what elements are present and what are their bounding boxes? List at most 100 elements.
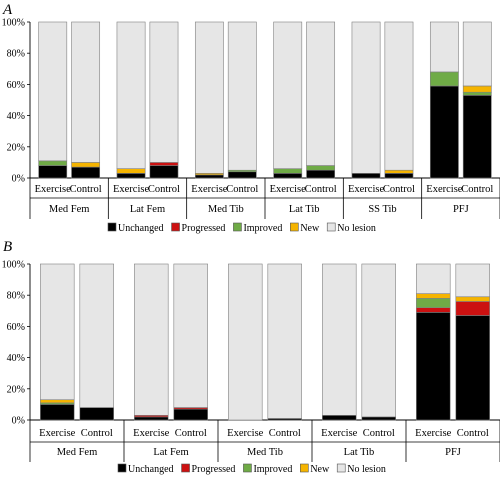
panel-a-group-label: SS Tib <box>368 204 396 215</box>
panel-a-bar-ss-tib-control-new <box>384 169 414 174</box>
panel-a-legend-swatch-improved <box>233 222 242 232</box>
panel-a-ytick-label: 100% <box>2 18 25 29</box>
panel-a-label: A <box>2 2 13 18</box>
panel-a-legend-swatch-new <box>290 222 299 232</box>
panel-a-category-label: Exercise <box>113 184 149 195</box>
panel-b-bar-med-tib-control-no-lesion <box>267 263 302 419</box>
panel-b-bar-med-fem-control-unchanged <box>79 407 114 421</box>
panel-a-bar-lat-fem-exercise-new <box>116 168 146 174</box>
panel-b-category-label: Control <box>175 428 207 439</box>
panel-a-group-label: Lat Tib <box>289 204 320 215</box>
panel-a-group-label: Med Fem <box>49 204 90 215</box>
panel-a-bar-pfj-exercise-no-lesion <box>429 21 459 73</box>
panel-a-bar-lat-tib-control-improved <box>306 165 336 171</box>
panel-b-category-label: Exercise <box>227 428 263 439</box>
panel-a-group-label: Med Tib <box>208 204 244 215</box>
panel-a-ytick-label: 40% <box>7 111 25 122</box>
panel-a-bar-lat-tib-exercise-improved <box>273 168 303 174</box>
panel-b-legend-label: No lesion <box>347 464 386 475</box>
panel-b-category-label: Control <box>81 428 113 439</box>
panel-a-bar-med-fem-exercise-unchanged <box>38 165 68 179</box>
panel-a-category-label: Control <box>226 184 258 195</box>
panel-a-category-label: Control <box>305 184 337 195</box>
panel-b-bar-lat-fem-exercise-unchanged <box>134 416 169 421</box>
panel-a-group-label: Lat Fem <box>130 204 165 215</box>
panel-b-group-label: Lat Tib <box>344 447 375 458</box>
panel-b-bar-med-tib-exercise-no-lesion <box>228 263 263 421</box>
panel-a-ytick-label: 20% <box>7 142 25 153</box>
panel-b-ytick-label: 60% <box>7 322 25 333</box>
panel-b-bar-lat-fem-control-no-lesion <box>173 263 208 408</box>
panel-b-group-label: PFJ <box>445 447 461 458</box>
panel-b-label: B <box>3 239 12 255</box>
panel-b-bar-lat-tib-control-no-lesion <box>361 263 396 418</box>
panel-b-legend-swatch-no-lesion <box>336 463 346 473</box>
panel-a-bar-lat-fem-control-no-lesion <box>149 21 179 163</box>
panel-a-bar-ss-tib-exercise-no-lesion <box>351 21 381 174</box>
panel-a-bar-med-tib-control-no-lesion <box>227 21 257 171</box>
panel-a-bar-med-fem-exercise-no-lesion <box>38 21 68 162</box>
panel-b-bar-med-fem-exercise-no-lesion <box>40 263 75 401</box>
panel-a-bar-med-tib-exercise-no-lesion <box>194 21 224 174</box>
panel-a-bar-pfj-control-no-lesion <box>462 21 492 87</box>
panel-b-bar-lat-fem-exercise-no-lesion <box>134 263 169 416</box>
panel-b-bar-pfj-exercise-new <box>416 293 451 299</box>
panel-b-bar-med-fem-exercise-new <box>40 399 75 404</box>
panel-a-bar-med-fem-control-new <box>71 162 101 168</box>
panel-a-bar-lat-tib-control-unchanged <box>306 169 336 179</box>
panel-a-bar-lat-fem-exercise-no-lesion <box>116 21 146 169</box>
panel-a-category-label: Exercise <box>348 184 384 195</box>
panel-a-legend-swatch-progressed <box>171 222 180 232</box>
panel-a-category-label: Exercise <box>270 184 306 195</box>
panel-a-bar-pfj-control-new <box>462 85 492 93</box>
panel-a-ytick-label: 60% <box>7 80 25 91</box>
panel-b-category-label: Exercise <box>321 428 357 439</box>
panel-b-category-label: Control <box>457 428 489 439</box>
panel-b-group-label: Med Tib <box>247 447 283 458</box>
panel-b-ytick-label: 80% <box>7 291 25 302</box>
panel-b-ytick-label: 20% <box>7 384 25 395</box>
panel-b-legend-label: Improved <box>253 464 292 475</box>
panel-a-bar-med-fem-control-no-lesion <box>71 21 101 163</box>
panel-a-category-label: Exercise <box>35 184 71 195</box>
panel-a-bar-lat-fem-exercise-unchanged <box>116 173 146 179</box>
panel-b-bar-lat-fem-control-unchanged <box>173 408 208 421</box>
panel-a-bar-med-tib-exercise-unchanged <box>194 174 224 179</box>
panel-a-legend-label: Improved <box>243 223 282 234</box>
panel-a-bar-med-fem-exercise-improved <box>38 160 68 166</box>
panel-b-ytick-label: 40% <box>7 353 25 364</box>
panel-a-category-label: Control <box>70 184 102 195</box>
panel-a-category-label: Exercise <box>426 184 462 195</box>
panel-b-legend-swatch-improved <box>243 463 252 473</box>
panel-b-bar-pfj-control-unchanged <box>455 315 490 421</box>
panel-b-bar-pfj-exercise-progressed <box>416 307 451 313</box>
panel-b-group-label: Lat Fem <box>153 447 188 458</box>
panel-a-ytick-label: 80% <box>7 49 25 60</box>
panel-a-bar-lat-tib-control-no-lesion <box>306 21 336 166</box>
panel-a-bar-med-tib-control-unchanged <box>227 171 257 179</box>
panel-b-category-label: Exercise <box>415 428 451 439</box>
panel-a-legend-label: No lesion <box>337 223 376 234</box>
panel-b-ytick-label: 0% <box>12 416 25 427</box>
panel-a-bar-lat-fem-control-unchanged <box>149 165 179 179</box>
panel-a-category-label: Control <box>383 184 415 195</box>
panel-b-category-label: Control <box>269 428 301 439</box>
panel-a-bar-lat-tib-exercise-no-lesion <box>273 21 303 169</box>
panel-b-legend-label: New <box>310 464 330 475</box>
panel-b-bar-med-fem-control-no-lesion <box>79 263 114 408</box>
panel-b-bar-pfj-exercise-no-lesion <box>416 263 451 294</box>
panel-b-bar-pfj-control-progressed <box>455 301 490 316</box>
panel-b-group-label: Med Fem <box>57 447 98 458</box>
panel-a-bar-lat-tib-exercise-unchanged <box>273 173 303 179</box>
panel-a-bar-pfj-control-improved <box>462 91 492 96</box>
panel-b-category-label: Exercise <box>39 428 75 439</box>
panel-b-bar-pfj-exercise-unchanged <box>416 312 451 421</box>
panel-b-category-label: Control <box>363 428 395 439</box>
panel-b-bar-pfj-control-no-lesion <box>455 263 490 298</box>
panel-b-bar-pfj-control-new <box>455 296 490 302</box>
panel-a-legend-label: Unchanged <box>118 223 164 234</box>
panel-b-legend-swatch-progressed <box>181 463 190 473</box>
panel-b-bar-lat-tib-exercise-no-lesion <box>322 263 357 416</box>
